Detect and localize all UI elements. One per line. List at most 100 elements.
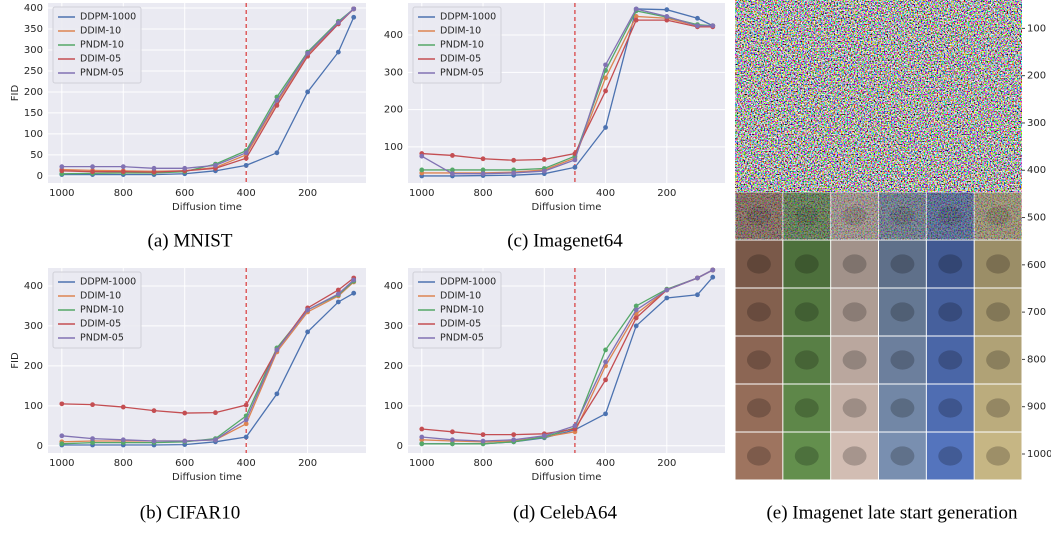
legend-box	[412, 271, 502, 349]
data-point	[120, 169, 126, 175]
y-tick-label: 200	[24, 87, 43, 98]
data-point	[450, 441, 455, 447]
data-point	[335, 291, 341, 297]
y-tick-label: 900	[1027, 402, 1046, 413]
y-tick-label: 0	[37, 441, 43, 452]
data-point	[419, 153, 425, 159]
legend-label: PNDM-10	[80, 305, 124, 316]
legend-box	[52, 271, 142, 349]
data-point	[480, 171, 486, 177]
data-point	[351, 290, 357, 296]
data-point	[480, 438, 486, 444]
image-object	[986, 350, 1011, 370]
data-point	[305, 307, 311, 313]
legend-label: DDPM-1000	[80, 277, 136, 288]
image-object	[890, 398, 915, 418]
data-point	[664, 7, 670, 13]
x-tick-label: 800	[473, 188, 492, 199]
image-object	[746, 398, 771, 418]
data-point	[243, 402, 249, 408]
y-tick-label: 150	[24, 108, 43, 119]
legend-label: DDPM-1000	[440, 277, 496, 288]
y-tick-label: 350	[24, 24, 43, 35]
image-object	[842, 350, 867, 370]
data-point	[182, 438, 188, 444]
image-object	[938, 350, 963, 370]
legend-label: PNDM-05	[440, 68, 484, 79]
noise-overlay	[735, 192, 1022, 240]
data-point	[59, 168, 65, 174]
data-point	[603, 62, 608, 68]
data-point	[633, 323, 639, 329]
y-axis-label: FID	[10, 85, 21, 102]
x-tick-label: 400	[596, 188, 615, 199]
data-point	[603, 347, 608, 353]
legend-label: PNDM-10	[80, 40, 124, 51]
caption: (c) Imagenet64	[507, 230, 623, 251]
data-point	[603, 125, 608, 130]
image-object	[986, 302, 1011, 322]
y-tick-label: 300	[24, 321, 43, 332]
y-tick-label: 100	[24, 129, 43, 140]
image-object	[938, 398, 963, 418]
data-point	[335, 287, 341, 293]
data-point	[351, 277, 357, 283]
data-point	[695, 275, 700, 281]
y-tick-label: 700	[1027, 307, 1046, 318]
data-point	[603, 359, 608, 365]
legend-box	[412, 6, 502, 84]
data-point	[664, 287, 670, 293]
legend-label: DDIM-10	[440, 291, 481, 302]
data-point	[450, 167, 455, 173]
legend-label: DDIM-10	[80, 26, 121, 37]
data-point	[351, 6, 357, 12]
data-point	[710, 274, 716, 280]
legend-label: DDPM-1000	[440, 12, 496, 23]
y-tick-label: 300	[1027, 118, 1046, 129]
data-point	[151, 165, 157, 171]
y-tick-label: 400	[24, 3, 43, 14]
data-point	[603, 88, 608, 94]
y-tick-label: 400	[384, 281, 403, 292]
data-point	[335, 20, 341, 26]
data-point	[603, 75, 608, 81]
data-point	[59, 433, 65, 439]
image-object	[746, 254, 771, 274]
data-point	[419, 441, 425, 447]
data-point	[90, 169, 95, 175]
legend-label: DDPM-1000	[80, 12, 136, 23]
data-point	[90, 440, 95, 446]
legend-label: DDIM-05	[80, 319, 121, 330]
data-point	[633, 17, 639, 23]
y-tick-label: 100	[24, 401, 43, 412]
data-point	[511, 170, 517, 176]
data-point	[633, 307, 639, 313]
x-axis-label: Diffusion time	[532, 472, 602, 483]
data-point	[243, 434, 249, 440]
y-tick-label: 100	[384, 142, 403, 153]
data-point	[633, 315, 639, 321]
data-point	[90, 164, 95, 170]
data-point	[541, 433, 547, 439]
caption: (e) Imagenet late start generation	[766, 502, 1018, 523]
data-point	[305, 329, 311, 335]
caption: (a) MNIST	[148, 230, 233, 251]
image-object	[794, 446, 819, 466]
data-point	[480, 167, 486, 173]
image-object	[890, 350, 915, 370]
image-object	[890, 302, 915, 322]
data-point	[351, 14, 357, 20]
legend-label: PNDM-05	[80, 333, 124, 344]
data-point	[572, 157, 578, 163]
data-point	[274, 102, 280, 108]
data-point	[151, 408, 157, 414]
data-point	[511, 157, 517, 163]
data-point	[305, 50, 311, 56]
data-point	[151, 169, 157, 175]
image-object	[938, 254, 963, 274]
data-point	[633, 6, 639, 12]
data-point	[511, 437, 517, 443]
y-tick-label: 400	[384, 30, 403, 41]
x-tick-label: 1000	[49, 188, 74, 199]
image-object	[938, 446, 963, 466]
